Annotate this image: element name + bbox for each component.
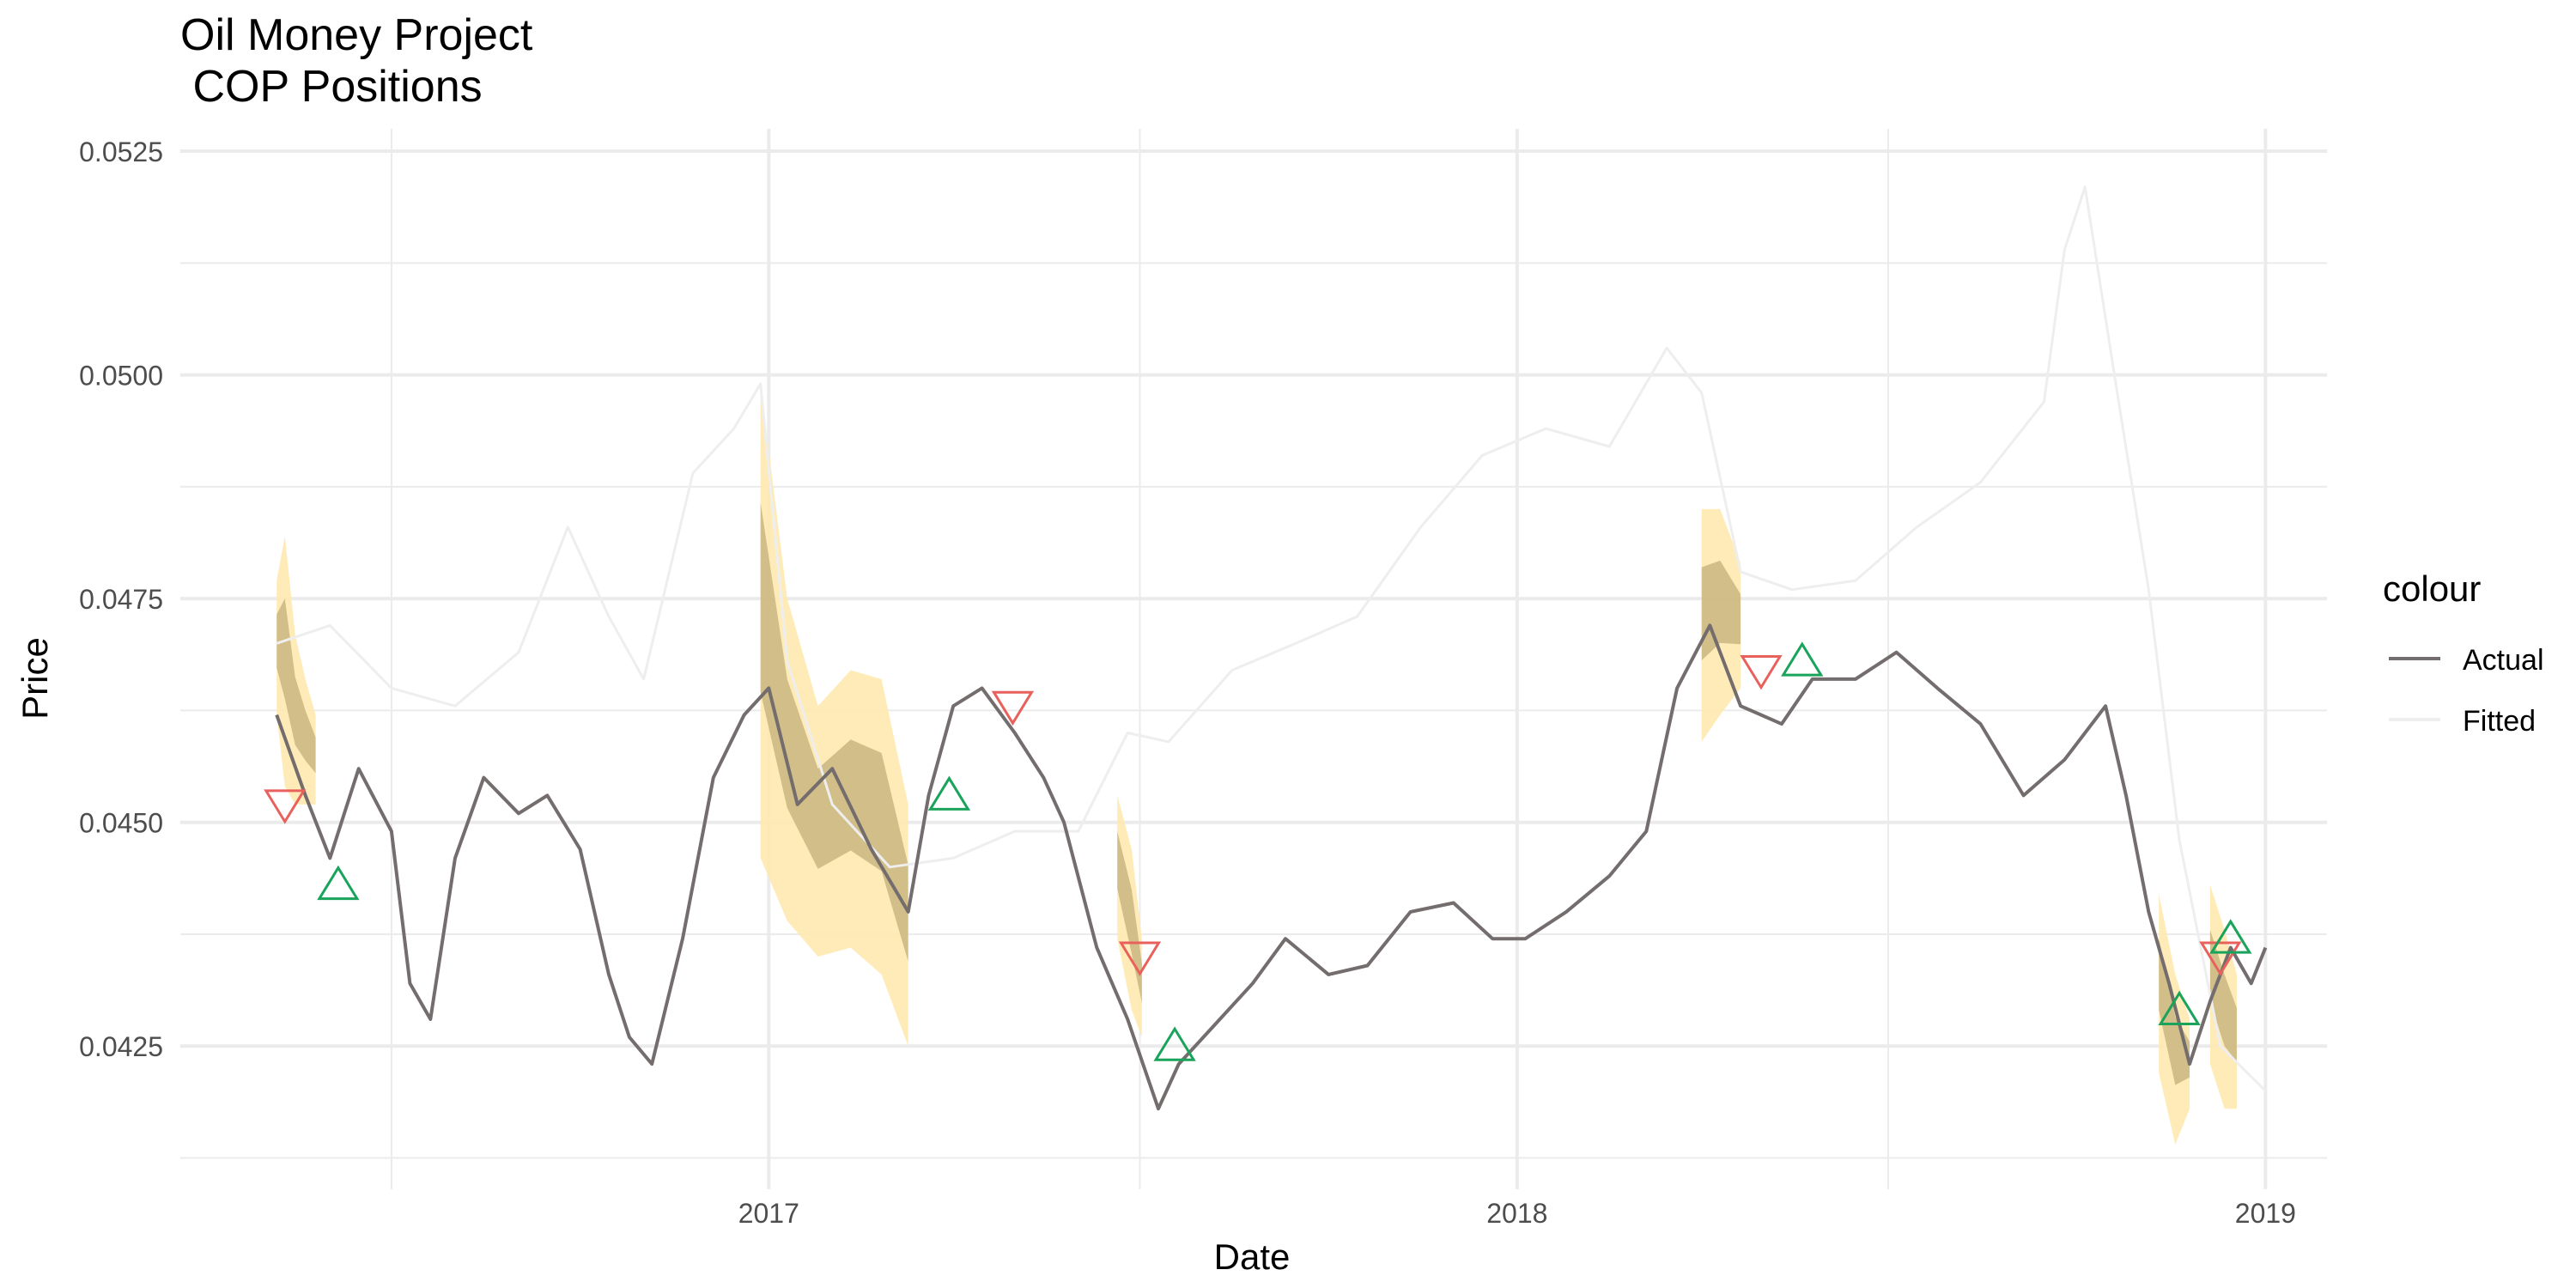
- legend: colour Actual Fitted: [2383, 568, 2544, 738]
- y-tick-label: 0.0475: [79, 584, 163, 615]
- long-signal-marker: [1781, 641, 1824, 677]
- short-signal-marker: [264, 789, 307, 824]
- short-signal-marker: [2199, 941, 2242, 976]
- series-line-fitted: [276, 185, 2267, 1092]
- long-signal-marker: [1153, 1026, 1196, 1061]
- confidence-band-overlap: [276, 598, 316, 774]
- x-axis-title: Date: [1214, 1236, 1291, 1277]
- confidence-band: [760, 384, 908, 1047]
- y-tick-label: 0.0500: [79, 361, 163, 392]
- long-signal-marker: [927, 775, 971, 811]
- grid: [180, 129, 2327, 1189]
- x-tick-label: 2018: [1486, 1198, 1547, 1229]
- chart-title-line-1: Oil Money Project: [180, 10, 533, 60]
- short-signal-marker: [991, 690, 1035, 726]
- legend-label-fitted: Fitted: [2463, 705, 2536, 738]
- long-signal-marker: [317, 865, 360, 901]
- axes: 0.0425 0.0450 0.0475 0.0500 0.0525 2017 2018 20…: [79, 137, 2296, 1229]
- long-signal-marker: [2209, 919, 2252, 954]
- long-signal-marker: [2158, 990, 2201, 1026]
- y-tick-label: 0.0425: [79, 1031, 163, 1062]
- legend-title: colour: [2383, 568, 2481, 609]
- y-axis-title: Price: [15, 637, 55, 720]
- series-line-actual: [275, 623, 2268, 1111]
- chart-title-line-2: COP Positions: [180, 62, 483, 112]
- short-signal-marker: [1118, 941, 1162, 976]
- y-tick-label: 0.0450: [79, 808, 163, 839]
- signal-markers: [264, 641, 2252, 1061]
- confidence-band-overlap: [2159, 939, 2190, 1085]
- confidence-band-overlap: [1117, 831, 1142, 1003]
- x-tick-label: 2017: [738, 1198, 799, 1229]
- legend-label-actual: Actual: [2463, 644, 2544, 677]
- confidence-band-overlap: [2209, 929, 2237, 1062]
- series-lines: [275, 185, 2268, 1111]
- confidence-bands: [276, 384, 2237, 1145]
- short-signal-marker: [1740, 655, 1783, 690]
- y-tick-label: 0.0525: [79, 137, 163, 167]
- x-tick-label: 2019: [2235, 1198, 2296, 1229]
- confidence-band-overlap: [1701, 560, 1741, 661]
